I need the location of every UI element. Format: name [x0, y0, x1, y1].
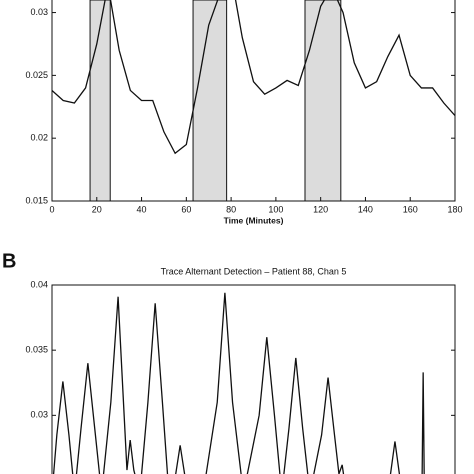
- trace-line: [52, 0, 455, 155]
- shaded-region: [192, 0, 228, 201]
- x-tick-label: 160: [403, 204, 418, 214]
- plot-area: [52, 292, 425, 474]
- y-tick-label: 0.03: [30, 410, 48, 420]
- panel-label: B: [2, 250, 16, 272]
- x-tick-label: 40: [137, 204, 147, 214]
- chart-title: Trace Alternant Detection – Patient 88, …: [161, 266, 347, 276]
- x-tick-label: 120: [313, 204, 328, 214]
- x-tick-label: 80: [226, 204, 236, 214]
- trace-line: [52, 292, 425, 474]
- y-tick-label: 0.04: [30, 279, 48, 289]
- axes-frame: [51, 0, 456, 202]
- y-tick-label: 0.015: [25, 195, 48, 205]
- y-tick-label: 0.025: [25, 70, 48, 80]
- x-tick-label: 180: [447, 204, 462, 214]
- axes-frame: [51, 284, 456, 474]
- y-tick-label: 0.03: [30, 7, 48, 17]
- shaded-region: [304, 0, 342, 201]
- x-axis-label: Time (Minutes): [224, 215, 284, 225]
- x-tick-label: 60: [181, 204, 191, 214]
- y-tick-label: 0.02: [30, 133, 48, 143]
- x-tick-label: 20: [92, 204, 102, 214]
- x-tick-label: 0: [49, 204, 54, 214]
- x-tick-label: 100: [268, 204, 283, 214]
- shaded-region: [89, 0, 111, 201]
- x-tick-label: 140: [358, 204, 373, 214]
- plot-area: [52, 0, 455, 201]
- y-tick-label: 0.035: [25, 345, 48, 355]
